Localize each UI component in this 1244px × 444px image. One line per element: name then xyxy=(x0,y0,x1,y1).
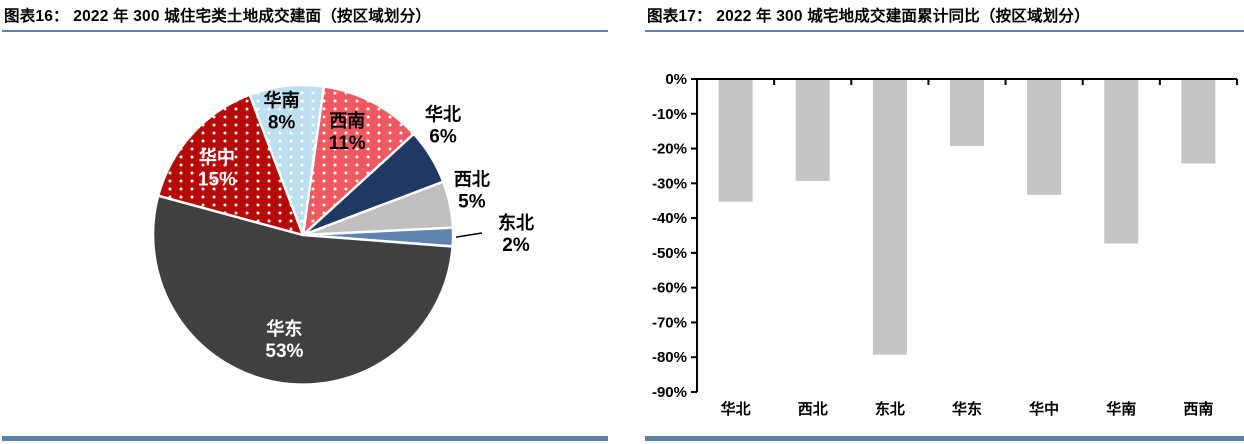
pie-slice-label-value: 15% xyxy=(198,169,236,190)
bar-6 xyxy=(1104,80,1139,244)
bar-1 xyxy=(718,80,753,202)
pie-slice-label-value: 53% xyxy=(265,341,303,362)
bar-7 xyxy=(1181,80,1216,164)
figure-17-title: 图表17： 2022 年 300 城宅地成交建面累计同比（按区域划分） xyxy=(645,6,1244,32)
pie-slice-label-name: 华中 xyxy=(199,146,235,167)
bar-chart-svg: 0% -10% -20% -30% -40% -50% -60% -70% -80% -90% 华北… xyxy=(652,71,1238,418)
pie-slice-6 xyxy=(157,93,305,237)
bar-chart-yoy-by-region: 0% -10% -20% -30% -40% -50% -60% -70% -80% -90% 华北… xyxy=(645,58,1244,438)
y-axis-tick-label: -30% xyxy=(652,175,687,192)
pie-slice-label-value: 6% xyxy=(429,127,457,148)
bar-3 xyxy=(872,80,907,355)
y-axis-tick-label: -10% xyxy=(652,106,687,123)
pie-slice-1 xyxy=(301,85,415,237)
x-axis-category-label: 西北 xyxy=(798,401,828,418)
figure-16-bottom-rule xyxy=(2,436,608,441)
pie-slice-label-name: 西南 xyxy=(329,110,365,131)
figure-17-bottom-rule xyxy=(645,436,1244,441)
figure-16-panel: 图表16： 2022 年 300 城住宅类土地成交建面（按区域划分） 西南 11%… xyxy=(2,6,608,441)
pie-slice-label-name: 华南 xyxy=(264,90,300,111)
y-axis-tick-label: -20% xyxy=(652,141,687,158)
y-axis-tick-label: -60% xyxy=(652,280,687,297)
y-axis-tick-label: 0% xyxy=(665,71,687,88)
x-axis-category-label: 华北 xyxy=(721,400,751,418)
y-axis-tick-label: -50% xyxy=(652,245,687,262)
bar-2 xyxy=(795,80,830,181)
pie-leader-line xyxy=(455,232,483,238)
bar-4 xyxy=(950,80,984,147)
x-axis-category-label: 华东 xyxy=(952,400,982,418)
pie-slice-7 xyxy=(248,83,326,237)
pie-slice-label-value: 8% xyxy=(268,113,296,134)
figure-16-title: 图表16： 2022 年 300 城住宅类土地成交建面（按区域划分） xyxy=(2,6,608,32)
pie-chart-region-share: 西南 11% 华北 6% 西北 5% 东北 2% 华东 53% 华中 15% 华南 8% xyxy=(2,58,608,435)
pie-slice-label-name: 华东 xyxy=(266,318,302,339)
y-axis-tick-label: -70% xyxy=(652,314,687,331)
x-axis-category-label: 华中 xyxy=(1029,400,1059,418)
bar-5 xyxy=(1027,80,1062,195)
x-axis-category-label: 西南 xyxy=(1183,400,1213,418)
pie-slice-label-value: 11% xyxy=(329,133,366,154)
pie-slice-label-name: 西北 xyxy=(454,170,490,190)
pie-slice-label-name: 华北 xyxy=(425,104,461,125)
y-axis-tick-label: -40% xyxy=(652,210,687,227)
x-axis-category-label: 华南 xyxy=(1106,400,1136,418)
y-axis-tick-label: -80% xyxy=(652,349,687,366)
pie-slice-5 xyxy=(151,194,454,386)
y-axis-tick-label: -90% xyxy=(652,384,687,401)
pie-slice-label-name: 东北 xyxy=(498,212,534,233)
pie-slice-label-value: 5% xyxy=(458,192,486,213)
pie-slice-label-value: 2% xyxy=(502,235,530,256)
x-axis-category-label: 东北 xyxy=(875,400,905,418)
figure-17-panel: 图表17： 2022 年 300 城宅地成交建面累计同比（按区域划分） 0% -1… xyxy=(645,6,1244,441)
